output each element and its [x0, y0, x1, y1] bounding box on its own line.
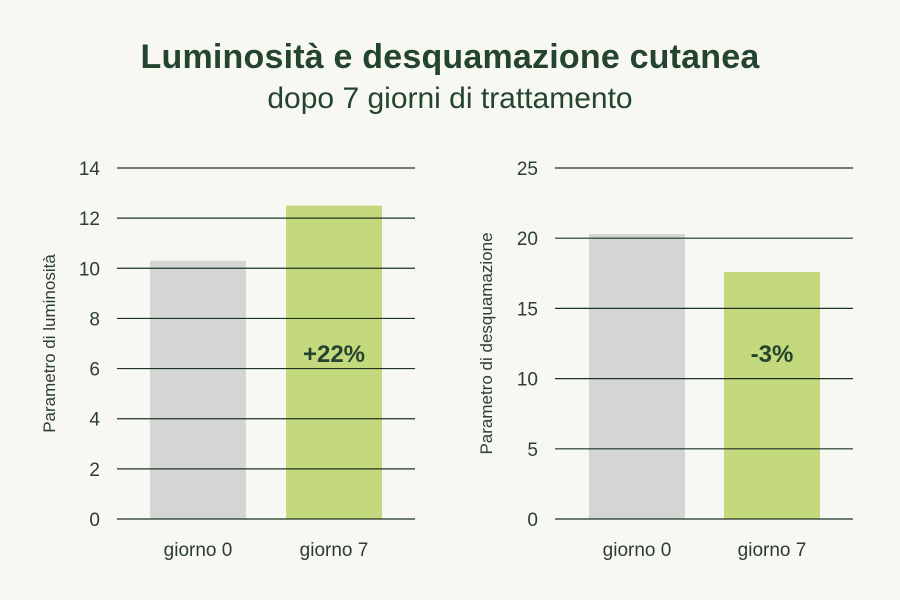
- chart-subtitle: dopo 7 giorni di trattamento: [267, 82, 633, 115]
- y-tick-label: 25: [517, 159, 538, 180]
- y-tick-label: 0: [89, 510, 100, 531]
- bar-annotation: +22%: [303, 341, 365, 368]
- x-tick-label: giorno 0: [164, 540, 233, 561]
- bar-1-1: [150, 260, 246, 519]
- y-tick-label: 4: [89, 410, 100, 431]
- bar-annotation: -3%: [751, 341, 794, 368]
- y-tick-label: 2: [89, 460, 100, 481]
- y-tick-label: 15: [517, 299, 538, 320]
- y-axis-label: Parametro di luminosità: [40, 254, 59, 433]
- y-tick-label: 12: [79, 209, 100, 230]
- bar-2-2: [724, 271, 820, 519]
- x-tick-label: giorno 0: [603, 540, 672, 561]
- bar-2-1: [589, 233, 685, 519]
- y-axis-label: Parametro di desquamazione: [477, 232, 496, 454]
- y-tick-label: 0: [527, 510, 538, 531]
- y-tick-label: 10: [79, 259, 100, 280]
- y-tick-label: 8: [89, 309, 100, 330]
- x-tick-label: giorno 7: [738, 540, 807, 561]
- y-tick-label: 10: [517, 370, 538, 391]
- y-tick-label: 20: [517, 229, 538, 250]
- y-tick-label: 14: [79, 159, 101, 180]
- chart-title: Luminosità e desquamazione cutanea: [140, 38, 760, 76]
- y-tick-label: 5: [527, 440, 538, 461]
- bar-1-2: [286, 205, 382, 519]
- y-tick-label: 6: [89, 360, 100, 381]
- x-tick-label: giorno 7: [300, 540, 369, 561]
